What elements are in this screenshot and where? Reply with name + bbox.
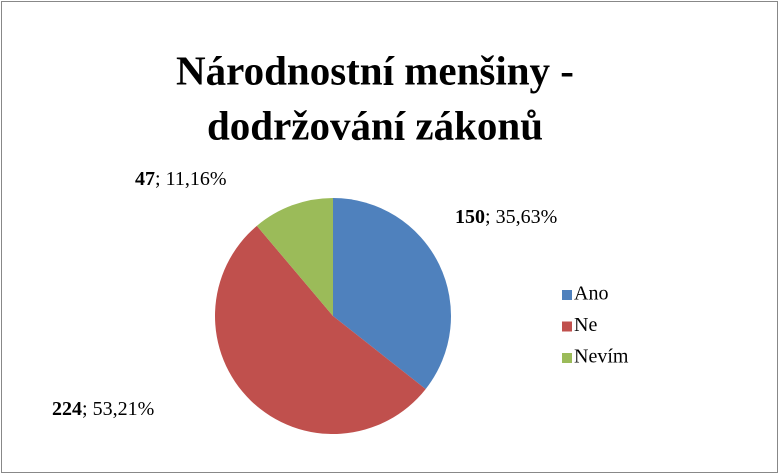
legend-swatch [562, 321, 572, 332]
chart-title: Národnostní menšiny - [176, 47, 574, 93]
data-label-percent: 11,16% [166, 168, 227, 190]
pie-slice [215, 225, 426, 434]
data-label: 47; 11,16% [135, 168, 226, 190]
data-label-value: 47 [135, 168, 155, 190]
data-label-separator: ; [155, 168, 166, 190]
chart-title: dodržování zákonů [207, 102, 543, 148]
data-label-separator: ; [485, 206, 496, 228]
data-label-separator: ; [82, 398, 93, 420]
legend-label: Ano [574, 283, 608, 305]
legend-swatch [562, 353, 572, 363]
pie-slice [333, 198, 451, 390]
data-label: 224; 53,21% [52, 398, 154, 420]
data-label: 150; 35,63% [455, 206, 557, 228]
legend-label: Ne [574, 314, 597, 336]
data-label-percent: 35,63% [496, 206, 558, 228]
data-label-percent: 53,21% [93, 398, 155, 420]
pie-slice [256, 198, 333, 316]
data-label-value: 224 [52, 398, 82, 420]
data-label-value: 150 [455, 206, 485, 228]
legend-label: Nevím [574, 346, 629, 368]
legend-swatch [562, 290, 572, 300]
